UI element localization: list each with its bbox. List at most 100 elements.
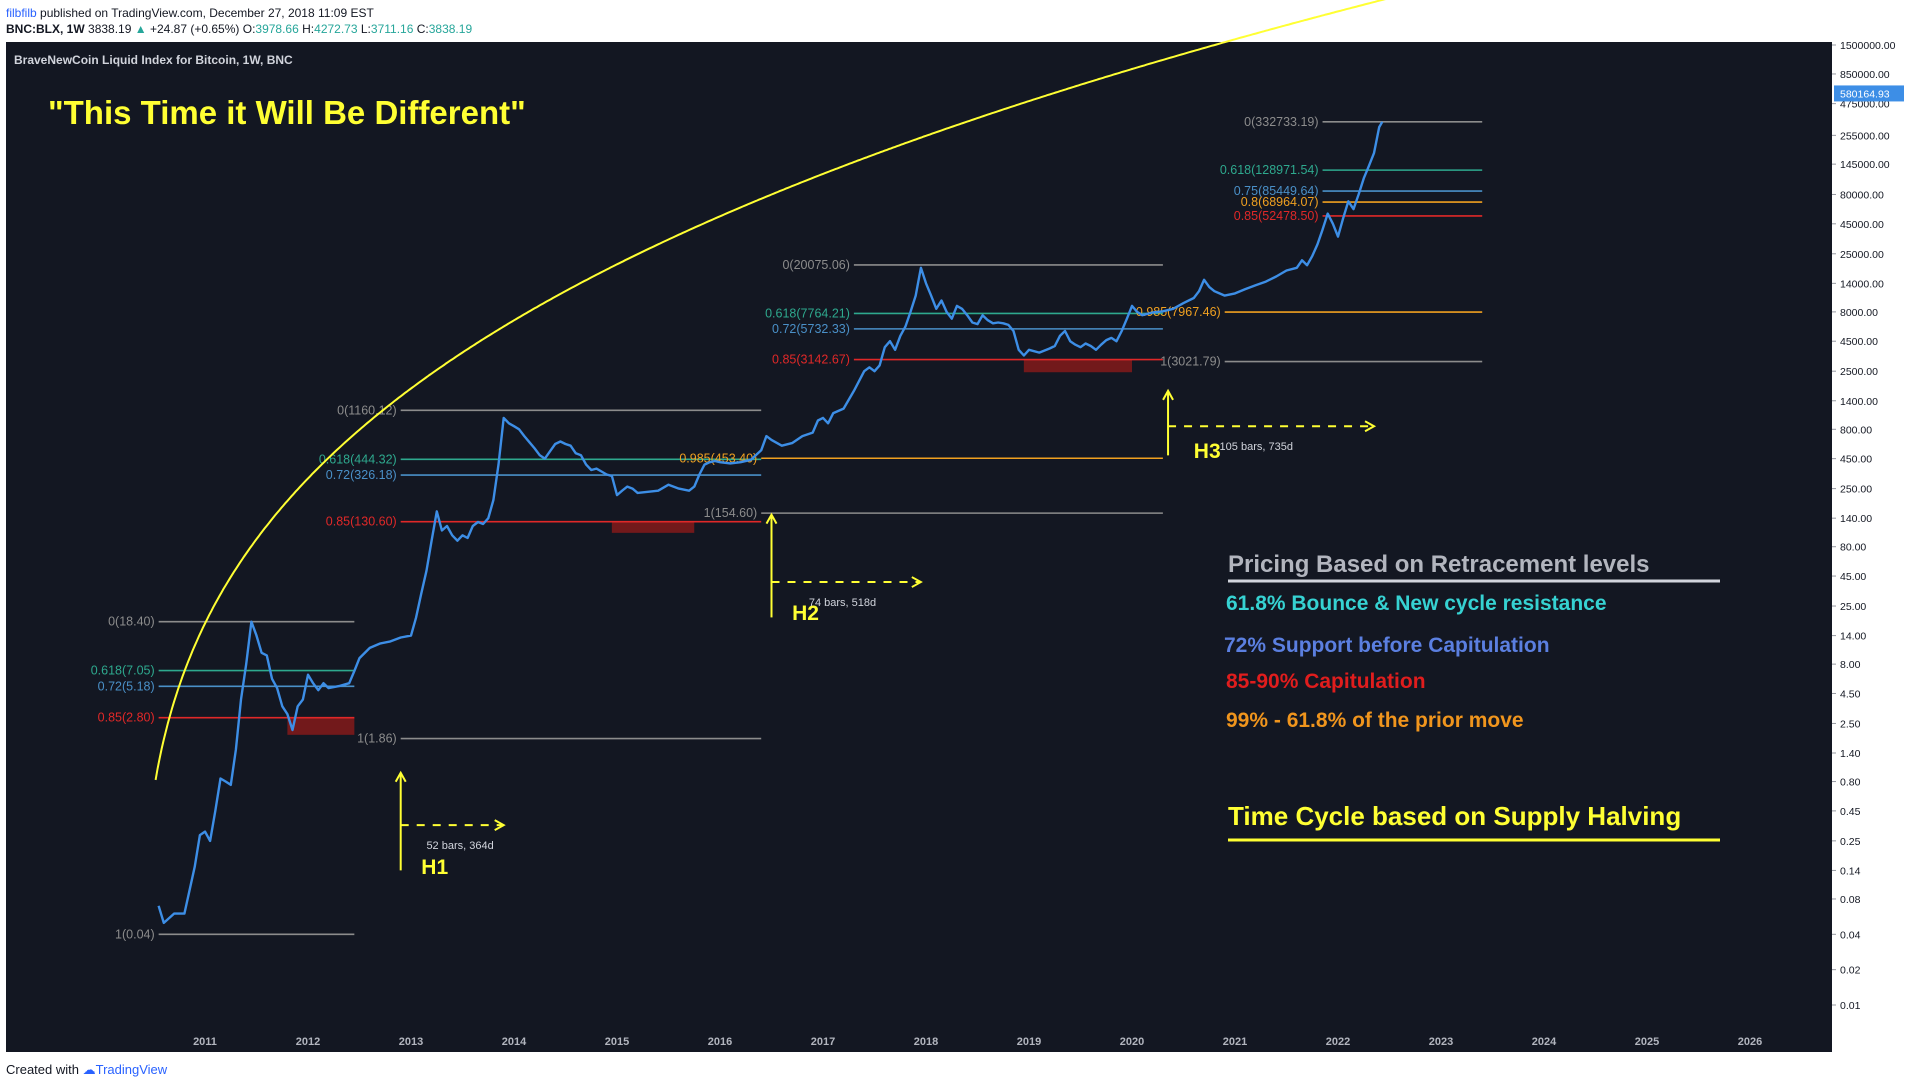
- fib-level-label: 0.85(52478.50): [1234, 209, 1319, 223]
- x-tick-label: 2012: [296, 1036, 320, 1048]
- chart-area[interactable]: [6, 42, 1832, 1052]
- symbol-line: BNC:BLX, 1W 3838.19 ▲ +24.87 (+0.65%) O:…: [6, 22, 472, 36]
- tradingview-brand[interactable]: TradingView: [95, 1062, 168, 1077]
- fib-level-label: 0.72(326.18): [326, 468, 397, 482]
- fib-level-label: 0(20075.06): [782, 258, 849, 272]
- y-tick-label: 140.00: [1840, 513, 1872, 525]
- x-tick-label: 2014: [502, 1036, 527, 1048]
- legend-footer: Time Cycle based on Supply Halving: [1228, 801, 1681, 831]
- y-tick-label: 4500.00: [1840, 336, 1878, 348]
- halving-range-text: 74 bars, 518d: [809, 597, 876, 609]
- halving-range-text: 105 bars, 735d: [1220, 441, 1293, 453]
- fib-level-label: 0.618(444.32): [319, 452, 397, 466]
- current-price-value: 580164.93: [1840, 88, 1890, 100]
- capitulation-zone: [287, 717, 355, 735]
- y-tick-label: 0.25: [1840, 836, 1861, 848]
- y-tick-label: 0.02: [1840, 965, 1861, 977]
- x-tick-label: 2013: [399, 1036, 423, 1048]
- fib-level-label: 0.618(7764.21): [765, 306, 850, 320]
- y-tick-label: 14000.00: [1840, 278, 1884, 290]
- published-text: published on TradingView.com, December 2…: [40, 6, 374, 20]
- y-tick-label: 475000.00: [1840, 99, 1890, 111]
- fib-level-label: 0.85(3142.67): [772, 353, 850, 367]
- y-tick-label: 0.01: [1840, 1000, 1861, 1012]
- x-tick-label: 2022: [1326, 1036, 1350, 1048]
- x-tick-label: 2020: [1120, 1036, 1144, 1048]
- legend-heading: Pricing Based on Retracement levels: [1228, 551, 1650, 578]
- y-tick-label: 0.45: [1840, 806, 1861, 818]
- y-tick-label: 450.00: [1840, 454, 1872, 466]
- fib-level-label: 0.72(5.18): [98, 679, 155, 693]
- publish-header: filbfilb published on TradingView.com, D…: [0, 0, 1908, 42]
- y-tick-label: 0.04: [1840, 929, 1861, 941]
- resistance-curve: [154, 0, 1386, 781]
- fib-level-label: 1(1.86): [357, 732, 397, 746]
- fib-level-label: 1(3021.79): [1160, 355, 1220, 369]
- halving-label: H1: [421, 856, 448, 879]
- legend-item-72: 72% Support before Capitulation: [1224, 634, 1550, 657]
- right-arrow-icon: [911, 576, 923, 588]
- price-value: 3838.19: [88, 22, 132, 36]
- x-tick-label: 2024: [1532, 1036, 1557, 1048]
- legend-item-85: 85-90% Capitulation: [1226, 670, 1426, 693]
- y-tick-label: 1.40: [1840, 748, 1861, 760]
- y-tick-label: 0.14: [1840, 865, 1861, 877]
- fib-level-label: 0.75(85449.64): [1234, 184, 1319, 198]
- right-arrow-icon: [494, 819, 506, 832]
- fib-level-label: 0.985(7967.46): [1136, 305, 1221, 319]
- x-tick-label: 2026: [1738, 1036, 1762, 1048]
- fib-level-label: 0.8(68964.07): [1241, 195, 1319, 209]
- y-tick-label: 255000.00: [1840, 130, 1890, 142]
- x-tick-label: 2021: [1223, 1036, 1247, 1048]
- y-tick-label: 1500000.00: [1840, 40, 1896, 52]
- legend-item-618: 61.8% Bounce & New cycle resistance: [1226, 592, 1607, 615]
- y-tick-label: 0.80: [1840, 777, 1861, 789]
- up-arrow-icon: [765, 512, 778, 525]
- open-value: 3978.66: [255, 22, 299, 36]
- fib-level-label: 0.85(130.60): [326, 515, 397, 529]
- right-arrow-icon: [1364, 420, 1377, 433]
- y-tick-label: 2500.00: [1840, 366, 1878, 378]
- y-tick-label: 800.00: [1840, 424, 1872, 436]
- fib-level-label: 0(332733.19): [1244, 115, 1318, 129]
- y-tick-label: 2.50: [1840, 718, 1861, 730]
- y-tick-label: 45000.00: [1840, 219, 1884, 231]
- chart-title: BraveNewCoin Liquid Index for Bitcoin, 1…: [14, 53, 293, 67]
- fib-level-label: 0.618(7.05): [91, 664, 155, 678]
- price-axis[interactable]: [1832, 42, 1908, 1052]
- fib-level-label: 0.72(5732.33): [772, 322, 850, 336]
- y-tick-label: 45.00: [1840, 571, 1866, 583]
- y-tick-label: 8000.00: [1840, 307, 1878, 319]
- x-tick-label: 2025: [1635, 1036, 1659, 1048]
- y-tick-label: 25000.00: [1840, 249, 1884, 261]
- x-tick-label: 2023: [1429, 1036, 1453, 1048]
- publish-line: filbfilb published on TradingView.com, D…: [6, 6, 374, 20]
- fib-level-label: 0(1160.12): [337, 403, 397, 417]
- y-tick-label: 25.00: [1840, 601, 1866, 613]
- fib-level-label: 0(18.40): [108, 615, 155, 629]
- close-label: C:: [416, 22, 429, 36]
- y-tick-label: 80.00: [1840, 542, 1866, 554]
- up-arrow-icon: ▲: [134, 22, 147, 36]
- y-tick-label: 80000.00: [1840, 189, 1884, 201]
- current-price-tag: [1834, 85, 1904, 102]
- y-tick-label: 0.08: [1840, 894, 1861, 906]
- x-tick-label: 2019: [1017, 1036, 1041, 1048]
- y-tick-label: 250.00: [1840, 484, 1872, 496]
- fib-level-label: 0.618(128971.54): [1220, 163, 1319, 177]
- up-arrow-icon: [394, 770, 407, 783]
- x-tick-label: 2018: [914, 1036, 938, 1048]
- fib-level-label: 0.85(2.80): [98, 711, 155, 725]
- y-tick-label: 145000.00: [1840, 159, 1890, 171]
- halving-label: H2: [792, 602, 819, 625]
- y-tick-label: 14.00: [1840, 631, 1866, 643]
- created-with-text: Created with: [6, 1062, 79, 1077]
- fib-level-label: 0.985(453.40): [679, 451, 757, 465]
- low-label: L:: [360, 22, 371, 36]
- username-link[interactable]: filbfilb: [6, 6, 37, 20]
- tradingview-logo-icon[interactable]: ☁: [82, 1062, 96, 1077]
- close-value: 3838.19: [428, 22, 473, 36]
- legend-box: Pricing Based on Retracement levels 61.8…: [1224, 551, 1720, 842]
- open-label: O:: [242, 22, 256, 36]
